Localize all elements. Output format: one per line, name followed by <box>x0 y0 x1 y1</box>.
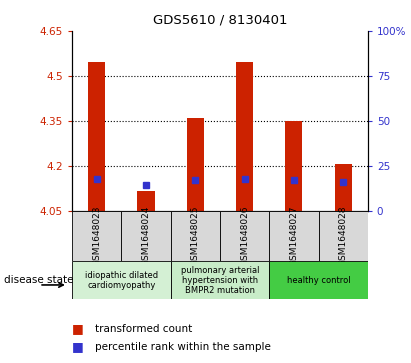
Bar <box>269 261 368 299</box>
Text: GSM1648023: GSM1648023 <box>92 206 101 266</box>
Bar <box>285 121 302 211</box>
Bar <box>137 191 155 211</box>
Bar <box>335 164 352 211</box>
Bar <box>171 261 269 299</box>
Bar <box>236 62 253 211</box>
Bar <box>72 261 171 299</box>
Bar <box>269 211 319 261</box>
Text: idiopathic dilated
cardiomyopathy: idiopathic dilated cardiomyopathy <box>85 271 158 290</box>
Bar <box>171 211 220 261</box>
Text: ■: ■ <box>72 340 84 353</box>
Bar <box>88 62 105 211</box>
Text: disease state: disease state <box>4 276 74 285</box>
Text: pulmonary arterial
hypertension with
BMPR2 mutation: pulmonary arterial hypertension with BMP… <box>181 265 259 295</box>
Bar <box>319 211 368 261</box>
Text: transformed count: transformed count <box>95 323 192 334</box>
Text: ■: ■ <box>72 322 84 335</box>
Text: GSM1648024: GSM1648024 <box>141 206 150 266</box>
Bar <box>121 211 171 261</box>
Title: GDS5610 / 8130401: GDS5610 / 8130401 <box>152 14 287 27</box>
Bar <box>187 118 204 211</box>
Text: GSM1648025: GSM1648025 <box>191 206 200 266</box>
Text: GSM1648026: GSM1648026 <box>240 206 249 266</box>
Bar <box>72 211 121 261</box>
Text: GSM1648028: GSM1648028 <box>339 206 348 266</box>
Text: percentile rank within the sample: percentile rank within the sample <box>95 342 270 352</box>
Bar <box>220 211 269 261</box>
Text: GSM1648027: GSM1648027 <box>289 206 298 266</box>
Text: healthy control: healthy control <box>287 276 350 285</box>
